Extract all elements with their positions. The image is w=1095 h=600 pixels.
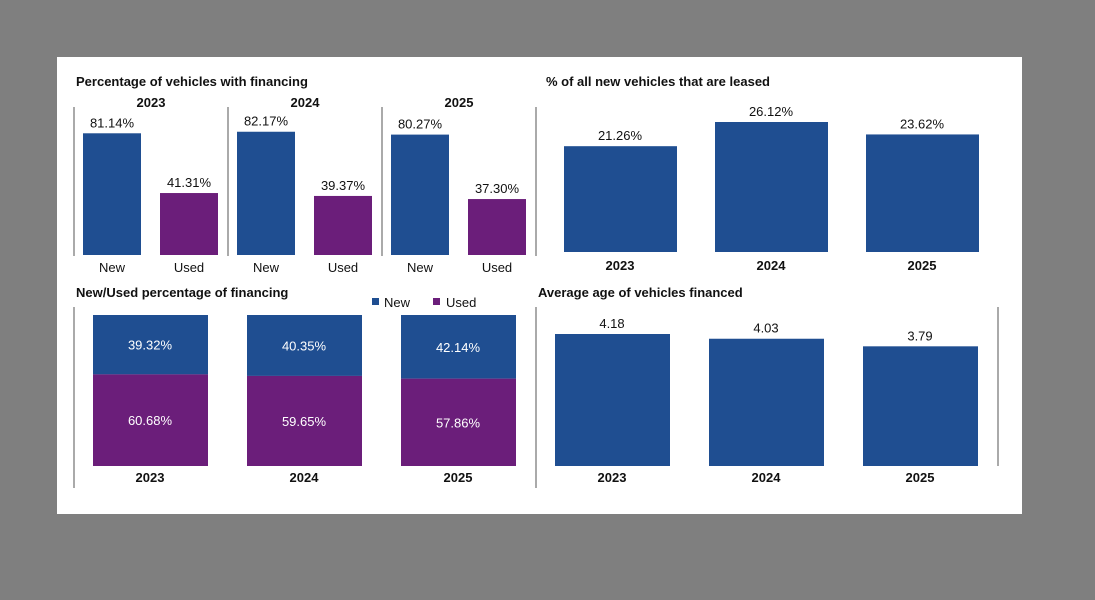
leased-value-label: 21.26% <box>598 128 643 143</box>
financing-category-label: Used <box>482 260 512 275</box>
leased-chart-title: % of all new vehicles that are leased <box>546 74 770 89</box>
financing-year-label: 2023 <box>137 95 166 110</box>
split-year-label: 2024 <box>290 470 320 485</box>
age-value-label: 4.03 <box>753 321 778 336</box>
leased-bar <box>866 134 979 252</box>
financing-chart-title: Percentage of vehicles with financing <box>76 74 308 89</box>
split-used-bar <box>93 374 208 466</box>
split-year-label: 2025 <box>444 470 473 485</box>
leased-year-label: 2024 <box>757 258 787 273</box>
age-bar <box>709 338 824 466</box>
age-year-label: 2025 <box>906 470 935 485</box>
financing-value-label: 39.37% <box>321 178 366 193</box>
age-year-label: 2024 <box>752 470 782 485</box>
legend-new-label: New <box>384 295 411 310</box>
split-new-bar <box>401 315 516 379</box>
leased-year-label: 2025 <box>908 258 937 273</box>
split-used-bar <box>401 378 516 466</box>
financing-value-label: 81.14% <box>90 115 135 130</box>
financing-bar <box>83 133 141 255</box>
leased-value-label: 26.12% <box>749 104 794 119</box>
financing-bar <box>160 193 218 255</box>
leased-value-label: 23.62% <box>900 116 945 131</box>
split-chart-title: New/Used percentage of financing <box>76 285 288 300</box>
financing-bar <box>391 134 449 255</box>
financing-bar <box>314 195 372 255</box>
financing-value-label: 82.17% <box>244 114 289 129</box>
split-used-label: 60.68% <box>128 413 173 428</box>
chart-panel: Percentage of vehicles with financing 202… <box>57 57 1022 514</box>
split-new-label: 40.35% <box>282 338 327 353</box>
split-new-label: 39.32% <box>128 338 173 353</box>
split-new-bar <box>247 315 362 376</box>
legend-used-label: Used <box>446 295 476 310</box>
leased-bar <box>715 122 828 252</box>
split-used-label: 57.86% <box>436 415 481 430</box>
age-bar <box>555 334 670 466</box>
age-chart-title: Average age of vehicles financed <box>538 285 743 300</box>
financing-year-label: 2024 <box>291 95 321 110</box>
financing-category-label: Used <box>328 260 358 275</box>
financing-value-label: 41.31% <box>167 175 212 190</box>
financing-category-label: New <box>253 260 280 275</box>
leased-bar <box>564 146 677 252</box>
charts-canvas: Percentage of vehicles with financing 202… <box>73 74 999 488</box>
financing-bar <box>468 199 526 255</box>
leased-year-label: 2023 <box>606 258 635 273</box>
split-used-bar <box>247 375 362 466</box>
split-used-label: 59.65% <box>282 414 327 429</box>
split-year-label: 2023 <box>136 470 165 485</box>
financing-value-label: 37.30% <box>475 181 520 196</box>
age-bar <box>863 346 978 466</box>
age-year-label: 2023 <box>598 470 627 485</box>
age-value-label: 3.79 <box>907 328 932 343</box>
legend-new-swatch <box>372 298 379 305</box>
financing-category-label: New <box>407 260 434 275</box>
financing-category-label: Used <box>174 260 204 275</box>
financing-category-label: New <box>99 260 126 275</box>
age-value-label: 4.18 <box>599 316 624 331</box>
split-new-label: 42.14% <box>436 340 481 355</box>
financing-value-label: 80.27% <box>398 117 443 132</box>
financing-bar <box>237 131 295 255</box>
legend-used-swatch <box>433 298 440 305</box>
financing-year-label: 2025 <box>445 95 474 110</box>
split-new-bar <box>93 315 208 375</box>
